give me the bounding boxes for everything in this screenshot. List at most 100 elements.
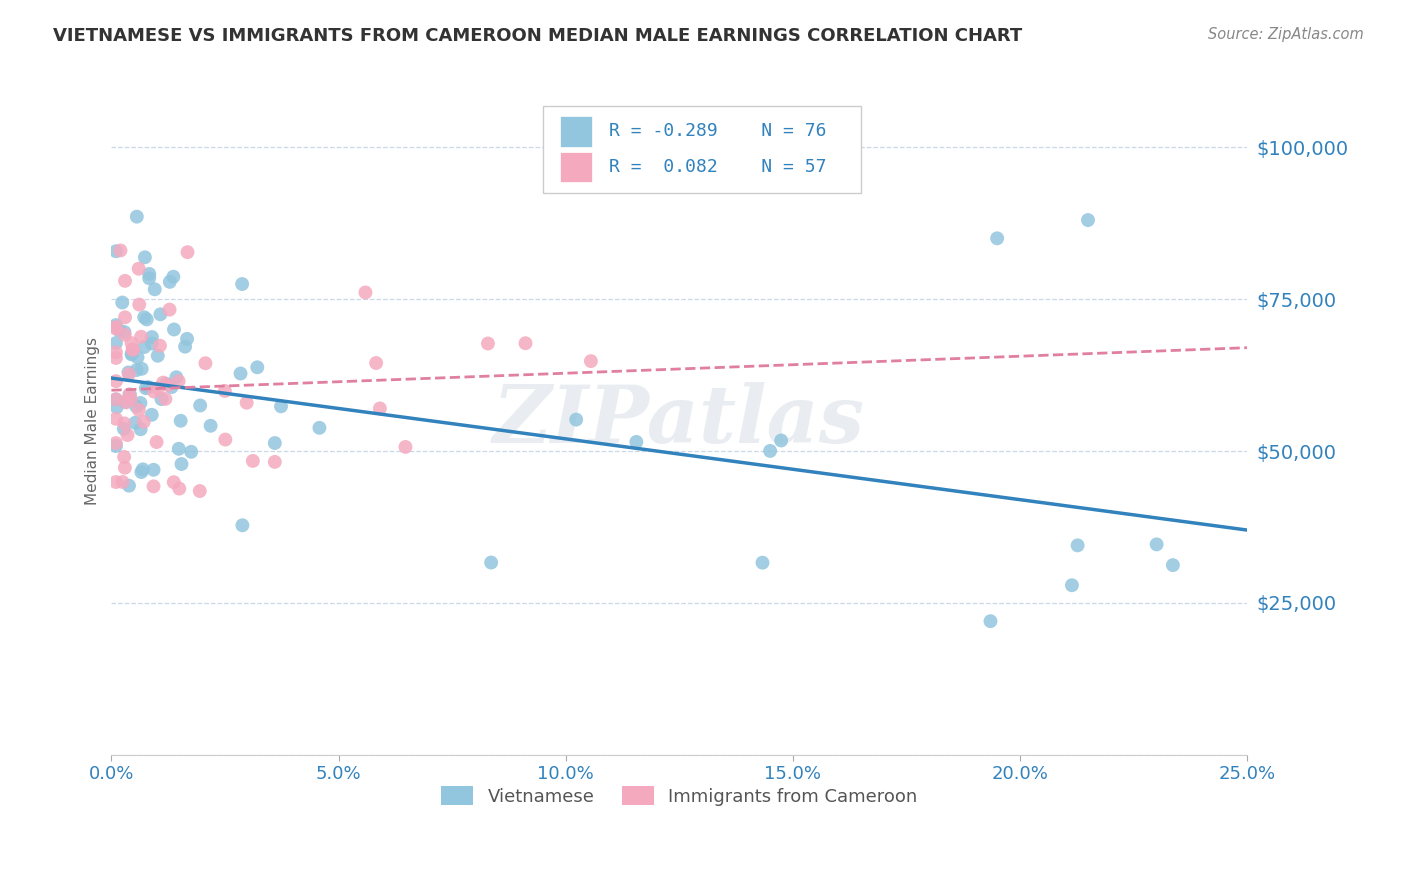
Point <box>188 399 211 413</box>
Point <box>515 336 537 351</box>
Text: VIETNAMESE VS IMMIGRANTS FROM CAMEROON MEDIAN MALE EARNINGS CORRELATION CHART: VIETNAMESE VS IMMIGRANTS FROM CAMEROON M… <box>53 27 1022 45</box>
Point <box>141 330 163 344</box>
Point <box>214 384 236 398</box>
Point <box>121 346 143 360</box>
Point <box>263 455 285 469</box>
Point <box>979 614 1001 628</box>
Point <box>176 245 198 260</box>
Point <box>114 327 136 342</box>
Point <box>143 282 166 296</box>
Point <box>104 244 127 259</box>
Point <box>146 382 169 396</box>
Point <box>134 310 156 325</box>
Point <box>770 434 793 448</box>
Point <box>120 392 142 407</box>
Point <box>759 444 782 458</box>
Point <box>104 439 127 453</box>
Point <box>155 392 177 406</box>
Point <box>169 482 191 496</box>
Point <box>134 340 156 354</box>
Point <box>118 387 141 401</box>
Point <box>127 351 149 365</box>
Point <box>131 465 153 479</box>
Point <box>121 347 143 361</box>
Point <box>162 269 184 284</box>
Point <box>104 336 127 351</box>
Point <box>145 435 167 450</box>
Point <box>1077 213 1099 227</box>
Point <box>200 418 222 433</box>
Point <box>159 302 181 317</box>
Text: ZIPatlas: ZIPatlas <box>494 382 865 459</box>
Point <box>115 395 138 409</box>
Point <box>231 277 253 291</box>
Point <box>117 366 139 380</box>
Point <box>565 412 588 426</box>
Point <box>229 367 252 381</box>
Point <box>134 250 156 264</box>
Point <box>242 454 264 468</box>
Point <box>108 323 131 337</box>
Point <box>125 210 148 224</box>
Bar <box>560 117 592 146</box>
Point <box>146 349 169 363</box>
Point <box>112 450 135 464</box>
Point <box>188 483 211 498</box>
Point <box>149 307 172 321</box>
Point <box>105 401 128 415</box>
Point <box>104 392 127 407</box>
Point <box>354 285 377 300</box>
Point <box>114 395 136 409</box>
Point <box>246 360 269 375</box>
Point <box>143 384 166 399</box>
Point <box>156 378 179 392</box>
Point <box>231 518 253 533</box>
Point <box>155 376 177 391</box>
Point <box>129 422 152 436</box>
Point <box>128 403 150 417</box>
Point <box>117 428 139 442</box>
Point <box>118 478 141 492</box>
Point <box>125 363 148 377</box>
Point <box>118 387 141 401</box>
Point <box>160 380 183 394</box>
Bar <box>560 152 592 182</box>
Point <box>152 376 174 390</box>
Point <box>167 374 190 388</box>
Point <box>150 392 173 406</box>
Point <box>159 275 181 289</box>
Y-axis label: Median Male Earnings: Median Male Earnings <box>86 336 100 505</box>
Point <box>129 330 152 344</box>
Point <box>104 321 127 335</box>
Point <box>138 267 160 281</box>
Point <box>104 351 127 365</box>
Point <box>104 374 127 388</box>
Point <box>122 343 145 357</box>
Point <box>138 271 160 285</box>
Point <box>170 457 193 471</box>
Point <box>142 463 165 477</box>
Point <box>132 462 155 476</box>
Point <box>114 325 136 339</box>
Point <box>128 297 150 311</box>
Point <box>121 343 143 357</box>
Point <box>104 318 127 332</box>
Point <box>128 261 150 276</box>
Point <box>118 367 141 381</box>
Point <box>112 417 135 431</box>
Point <box>110 244 132 258</box>
Point <box>169 414 191 428</box>
Point <box>141 336 163 351</box>
Point <box>104 320 127 334</box>
Point <box>163 322 186 336</box>
Point <box>1161 558 1184 573</box>
Point <box>111 475 134 489</box>
Point <box>131 361 153 376</box>
Point <box>114 460 136 475</box>
Point <box>104 475 127 489</box>
Point <box>477 336 499 351</box>
Point <box>104 412 127 426</box>
Point <box>104 392 127 407</box>
Point <box>167 442 190 456</box>
Point <box>986 231 1008 245</box>
